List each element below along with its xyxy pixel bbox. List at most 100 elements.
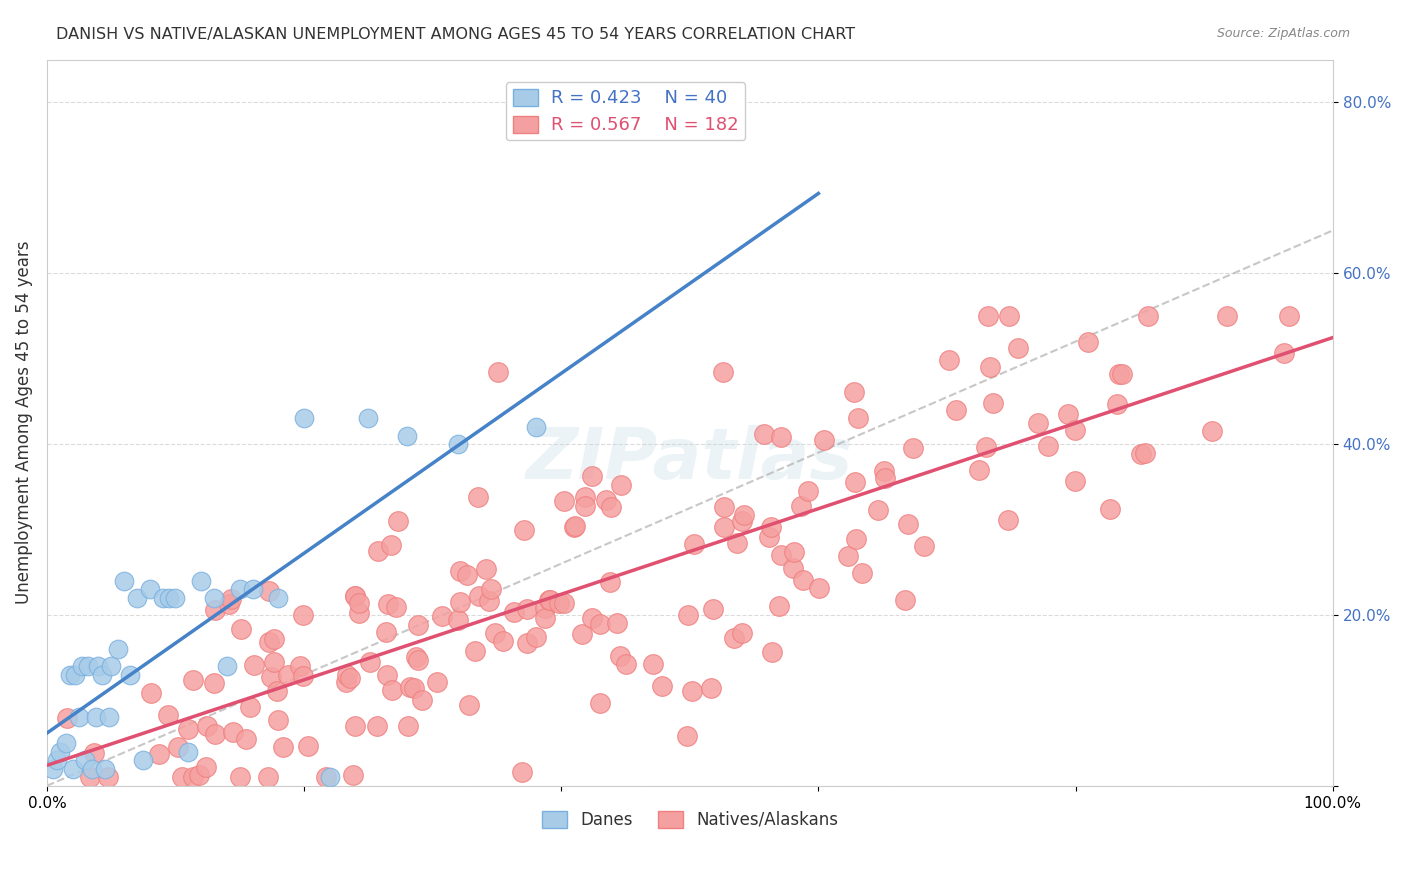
Point: [56, 710, 79, 724]
Point: [357, 411, 380, 425]
Point: [377, 598, 399, 612]
Point: [381, 682, 404, 697]
Point: [344, 589, 367, 603]
Point: [842, 384, 865, 399]
Point: [1201, 424, 1223, 438]
Point: [387, 514, 409, 528]
Point: [610, 478, 633, 492]
Point: [84, 710, 107, 724]
Point: [63, 667, 86, 681]
Point: [343, 590, 366, 604]
Point: [713, 500, 735, 515]
Point: [215, 659, 238, 673]
Point: [165, 591, 187, 605]
Point: [758, 530, 780, 544]
Point: [79, 770, 101, 784]
Point: [292, 411, 315, 425]
Point: [797, 483, 820, 498]
Point: [526, 631, 548, 645]
Point: [468, 589, 491, 603]
Point: [945, 402, 967, 417]
Point: [366, 719, 388, 733]
Point: [239, 699, 262, 714]
Point: [872, 464, 894, 478]
Point: [977, 309, 1000, 323]
Point: [761, 645, 783, 659]
Point: [599, 500, 621, 514]
Point: [643, 657, 665, 671]
Point: [42, 762, 65, 776]
Point: [132, 753, 155, 767]
Point: [711, 365, 734, 379]
Point: [243, 657, 266, 672]
Point: [456, 567, 478, 582]
Point: [257, 635, 280, 649]
Point: [609, 649, 631, 664]
Point: [467, 490, 489, 504]
Point: [87, 659, 110, 673]
Point: [359, 655, 381, 669]
Point: [516, 635, 538, 649]
Point: [1026, 416, 1049, 430]
Point: [844, 475, 866, 489]
Point: [725, 535, 748, 549]
Point: [291, 668, 314, 682]
Point: [676, 729, 699, 743]
Point: [411, 693, 433, 707]
Point: [595, 492, 617, 507]
Point: [342, 768, 364, 782]
Point: [385, 600, 408, 615]
Point: [752, 427, 775, 442]
Point: [981, 396, 1004, 410]
Point: [488, 365, 510, 379]
Point: [475, 562, 498, 576]
Point: [1057, 407, 1080, 421]
Point: [266, 684, 288, 698]
Point: [614, 657, 637, 671]
Point: [204, 603, 226, 617]
Point: [335, 674, 357, 689]
Point: [195, 719, 218, 733]
Y-axis label: Unemployment Among Ages 45 to 54 years: Unemployment Among Ages 45 to 54 years: [15, 241, 32, 605]
Legend: Danes, Natives/Alaskans: Danes, Natives/Alaskans: [536, 804, 845, 836]
Point: [503, 606, 526, 620]
Point: [148, 747, 170, 762]
Point: [449, 595, 471, 609]
Point: [731, 514, 754, 528]
Point: [100, 659, 122, 673]
Point: [70, 659, 93, 673]
Point: [157, 591, 180, 605]
Point: [731, 626, 754, 640]
Point: [271, 740, 294, 755]
Point: [97, 710, 120, 724]
Point: [156, 708, 179, 723]
Point: [782, 561, 804, 575]
Point: [851, 566, 873, 580]
Point: [733, 508, 755, 522]
Text: Source: ZipAtlas.com: Source: ZipAtlas.com: [1216, 27, 1350, 40]
Point: [998, 309, 1021, 323]
Point: [683, 537, 706, 551]
Point: [62, 762, 84, 776]
Point: [288, 659, 311, 673]
Point: [315, 770, 337, 784]
Point: [399, 680, 422, 694]
Point: [807, 581, 830, 595]
Point: [46, 753, 69, 767]
Point: [396, 719, 419, 733]
Point: [177, 723, 200, 737]
Point: [548, 596, 571, 610]
Point: [152, 591, 174, 605]
Point: [83, 746, 105, 760]
Point: [553, 596, 575, 610]
Point: [139, 686, 162, 700]
Point: [447, 437, 470, 451]
Point: [967, 463, 990, 477]
Point: [606, 615, 628, 630]
Point: [581, 611, 603, 625]
Point: [260, 670, 283, 684]
Point: [599, 574, 621, 589]
Point: [562, 520, 585, 534]
Point: [219, 592, 242, 607]
Point: [1108, 367, 1130, 381]
